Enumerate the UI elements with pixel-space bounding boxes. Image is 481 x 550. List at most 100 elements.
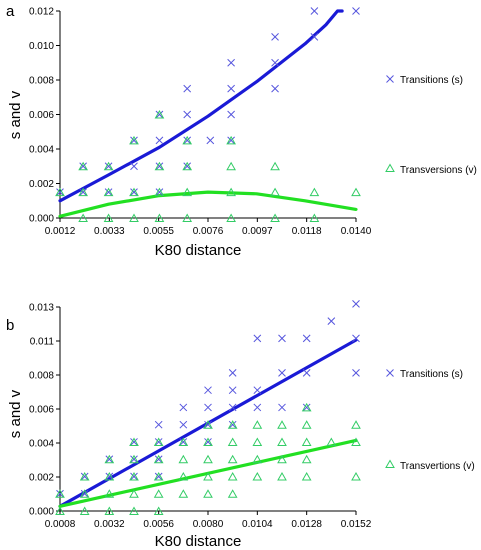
panel-b-point-transversions [277, 471, 287, 481]
panel-b-point-transitions [130, 438, 138, 446]
panel-b-point-transitions [56, 489, 64, 498]
panel-b-fit-line-s [58, 338, 358, 508]
panel-b-point-transversions [129, 471, 139, 481]
panel-a-fit-line-s [58, 9, 344, 203]
panel-a-point-transversions [270, 187, 280, 197]
panel-b-point-transversions [301, 454, 312, 464]
panel-b-point-transversions [178, 437, 189, 446]
panel-a-point-transversions [226, 187, 236, 197]
panel-a-point-transitions [183, 162, 192, 171]
panel-a-x-tick-label: 0.0055 [143, 226, 174, 237]
panel-a-point-transitions [206, 136, 215, 145]
panel-a-point-transversions [103, 187, 114, 197]
panel-a-point-transitions [271, 33, 279, 41]
panel-b-point-transitions [204, 403, 212, 412]
panel-b-point-transversions [129, 454, 139, 464]
panel-b-point-transversions [301, 437, 312, 446]
panel-b-point-transversions [227, 420, 238, 429]
panel-a-point-transitions [271, 58, 279, 67]
panel-a-x-tick-label: 0.0140 [341, 226, 372, 237]
panel-a-point-transitions [155, 188, 164, 196]
panel-b-point-transversions [79, 506, 90, 515]
panel-a-point-transversions [226, 213, 236, 222]
panel-b-point-transversions [55, 489, 65, 498]
panel-b-point-transversions [153, 489, 164, 498]
panel-a-point-transitions [227, 110, 235, 119]
panel-a-point-transversions [182, 213, 193, 222]
panel-b-point-transversions [129, 506, 139, 515]
panel-a-point-transitions [183, 110, 192, 119]
panel-a-fit-line-v [58, 190, 358, 218]
panel-a-point-transversions [309, 213, 320, 222]
panel-b-point-transitions [228, 420, 237, 429]
panel-a-point-transversions [78, 187, 88, 197]
panel-a-point-transversions [129, 213, 139, 222]
panel-b-point-transversions [227, 454, 238, 464]
panel-b-point-transversions [129, 489, 139, 498]
panel-b-point-transitions [253, 334, 262, 343]
panel-b-point-transitions [253, 386, 262, 395]
panel-b-point-transversions [203, 420, 213, 429]
panel-b-x-tick-label: 0.0104 [242, 519, 273, 530]
panel-a-point-transversions [103, 213, 114, 222]
panel-b-y-tick-label: 0.006 [29, 405, 54, 416]
panel-b-point-transversions [79, 471, 90, 481]
panel-a-point-transversions [154, 187, 165, 197]
panel-b-point-transversions [252, 420, 263, 429]
panel-b-point-transversions [153, 437, 164, 446]
panel-b-point-transitions [352, 334, 360, 343]
panel-a-point-transversions [309, 187, 320, 197]
panel-b-point-transversions [252, 471, 263, 481]
panel-b-point-transversions [55, 506, 65, 515]
panel-a-y-tick-label: 0.002 [29, 179, 54, 190]
panel-a-point-transitions [310, 33, 319, 41]
panel-b-point-transitions [278, 334, 286, 343]
panel-b-point-transitions [80, 472, 89, 481]
panel-b-y-tick-label: 0.013 [29, 303, 54, 314]
panel-a-x-axis-title: K80 distance [155, 242, 242, 259]
panel-a-point-transitions [183, 136, 192, 145]
panel-b-point-transversions [104, 489, 115, 498]
panel-a-point-transversions [226, 161, 236, 171]
panel-b-point-transversions [153, 471, 164, 481]
panel-a-y-tick-label: 0.008 [29, 76, 54, 87]
panel-a-label: a [6, 3, 15, 20]
panel-b-point-transitions [352, 369, 360, 377]
panel-a-point-transitions [155, 136, 164, 145]
panel-b-point-transversions [203, 454, 213, 464]
panel-b-point-transitions [204, 386, 212, 395]
panel-b-point-transitions [105, 472, 114, 481]
panel-a-x-tick-label: 0.0012 [45, 226, 76, 237]
panel-b-point-transitions [154, 455, 163, 464]
panel-b-point-transitions [130, 472, 138, 481]
panel-b-x-tick-label: 0.0080 [193, 519, 224, 530]
panel-b-point-transversions [104, 454, 115, 464]
panel-b-point-transversions [129, 437, 139, 446]
panel-b-point-transversions [326, 437, 337, 446]
panel-b-point-transitions [228, 369, 237, 377]
panel-b-x-axis-title: K80 distance [155, 533, 242, 550]
panel-b-point-transversions [252, 454, 263, 464]
panel-a-legend-label-transitions: Transitions (s) [400, 75, 463, 86]
panel-a-point-transversions [351, 187, 361, 197]
panel-b-point-transversions [227, 437, 238, 446]
panel-a-y-tick-label: 0.000 [29, 214, 54, 225]
panel-b-point-transitions [154, 472, 163, 481]
panel-b-point-transitions [352, 300, 360, 308]
panel-a-y-tick-label: 0.010 [29, 41, 54, 52]
panel-b-legend-marker-transitions [386, 369, 394, 377]
panel-b-point-transversions [178, 489, 189, 498]
panel-b-x-tick-label: 0.0152 [341, 519, 372, 530]
panel-b-legend-label-transversions: Transvertions (v) [400, 461, 475, 472]
panel-a-point-transversions [154, 109, 165, 119]
panel-b-point-transitions [154, 420, 163, 429]
panel-a-point-transversions [103, 161, 114, 171]
panel-a-y-tick-label: 0.006 [29, 110, 54, 121]
panel-b-y-tick-label: 0.008 [29, 371, 54, 382]
panel-a-point-transitions [130, 162, 138, 171]
panel-b-x-tick-label: 0.0008 [45, 519, 76, 530]
panel-a-legend-label-transversions: Transversions (v) [400, 165, 477, 176]
panel-b-legend: Transitions (s) Transvertions (v) [385, 369, 475, 472]
panel-b-y-tick-label: 0.004 [29, 439, 54, 450]
panel-b-point-transitions [80, 489, 89, 498]
